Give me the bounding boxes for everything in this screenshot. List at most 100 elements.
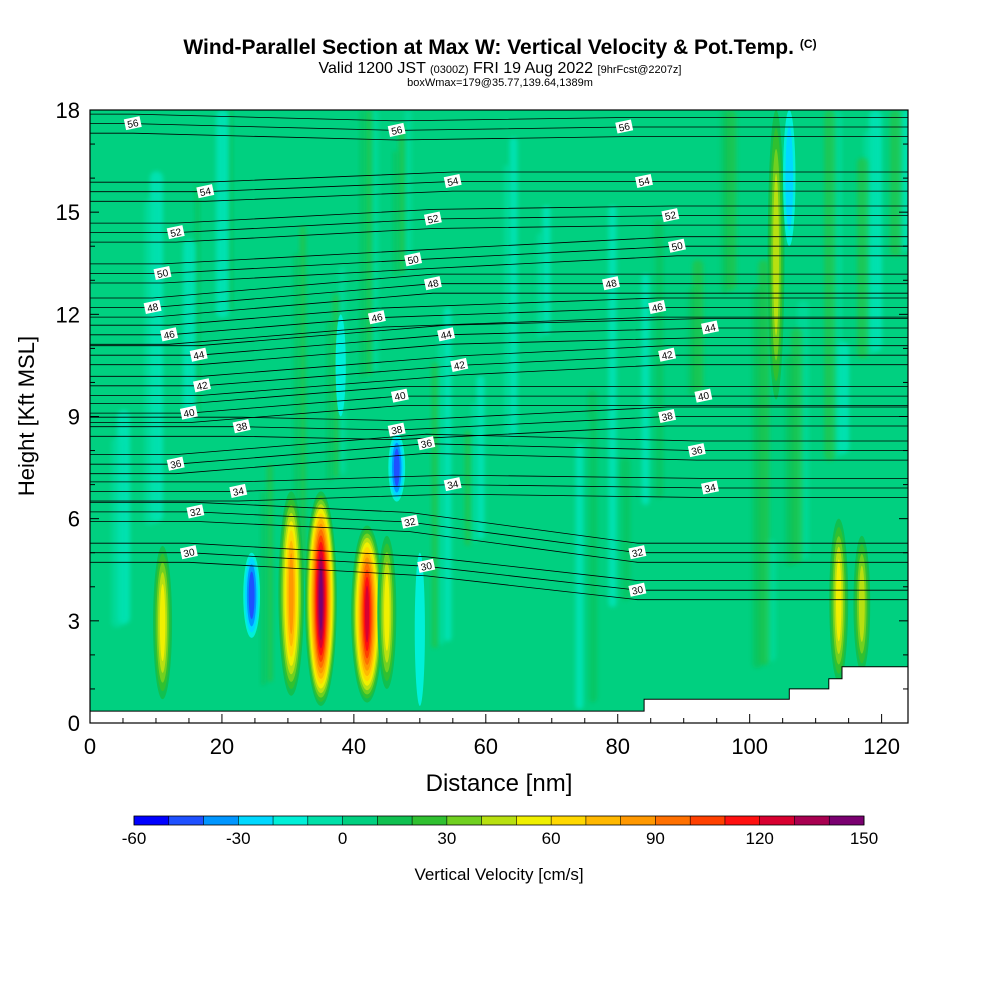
- downdraft-cell: [785, 125, 794, 231]
- pot-temp-label-text: 30: [631, 585, 645, 598]
- colorbar-swatch: [516, 816, 552, 825]
- colorbar-tick-label: -60: [122, 829, 147, 848]
- isentrope-line: [90, 561, 908, 601]
- pot-temp-label-box: [387, 422, 406, 437]
- colorbar-tick-label: 30: [437, 829, 456, 848]
- isentrope-line: [90, 521, 908, 563]
- pot-temp-label: 34: [443, 477, 462, 492]
- box-info: boxWmax=179@35.77,139.64,1389m: [407, 77, 593, 89]
- x-tick-label: 40: [342, 734, 366, 759]
- downdraft-cell: [414, 552, 425, 706]
- pot-temp-label-box: [367, 310, 386, 325]
- velocity-cells: [153, 110, 871, 706]
- pot-temp-label-box: [668, 238, 686, 253]
- velocity-streak: [266, 464, 273, 683]
- pot-temp-label: 30: [628, 582, 647, 598]
- pot-temp-label-box: [661, 208, 680, 223]
- isentrope-line: [90, 501, 908, 544]
- pot-temp-label-text: 46: [651, 302, 665, 315]
- downdraft-cell: [393, 448, 400, 487]
- pot-temp-label-text: 30: [420, 561, 434, 574]
- colorbar-swatch: [377, 816, 413, 825]
- isentrope-line: [90, 316, 908, 345]
- y-tick-label: 18: [56, 98, 80, 123]
- velocity-streak: [144, 198, 157, 526]
- velocity-streak: [503, 164, 511, 441]
- chart-subtitle: Valid 1200 JST (0300Z) FRI 19 Aug 2022 […: [0, 60, 1000, 78]
- pot-temp-label: 44: [701, 320, 719, 336]
- pot-temp-label: 34: [701, 480, 719, 496]
- pot-temp-label: 32: [186, 504, 205, 519]
- pot-temp-label-text: 44: [192, 350, 206, 363]
- y-tick-label: 15: [56, 200, 80, 225]
- velocity-streak: [371, 110, 379, 373]
- pot-temp-label-box: [123, 116, 142, 131]
- updraft-cell: [836, 559, 842, 642]
- pot-temp-label-box: [423, 211, 442, 226]
- pot-temp-label-box: [658, 408, 677, 424]
- colorbar-swatch: [134, 816, 170, 825]
- pot-temp-label: 44: [189, 347, 208, 363]
- isentrope-line: [90, 405, 908, 423]
- pot-temp-label: 54: [196, 184, 215, 199]
- pot-temp-label-text: 54: [199, 186, 213, 199]
- colorbar-swatch: [412, 816, 448, 825]
- pot-temp-label: 52: [423, 211, 442, 227]
- pot-temp-label-text: 42: [661, 350, 675, 363]
- pot-temp-label: 56: [615, 119, 634, 135]
- colorbar-swatch: [481, 816, 517, 825]
- colorbar-tick-label: 120: [746, 829, 774, 848]
- pot-temp-label: 48: [423, 276, 442, 291]
- colorbar-swatch: [829, 816, 865, 825]
- pot-temp-label-text: 52: [169, 227, 183, 240]
- velocity-streak: [215, 110, 229, 318]
- x-tick-label: 100: [731, 734, 768, 759]
- colorbar-tick-label: 90: [646, 829, 665, 848]
- pot-temp-label-text: 34: [704, 482, 718, 495]
- pot-temp-label: 54: [443, 173, 462, 189]
- colorbar-swatch: [551, 816, 587, 825]
- x-axis-label: Distance [nm]: [426, 770, 573, 797]
- colorbar-swatch: [273, 816, 309, 825]
- pot-temp-label-text: 52: [427, 213, 441, 226]
- pot-temp-label: 36: [687, 443, 706, 458]
- velocity-streak: [365, 110, 372, 376]
- pot-temp-label: 34: [229, 483, 248, 499]
- pot-temp-label: 50: [153, 265, 172, 281]
- pot-temp-label: 54: [635, 173, 653, 189]
- velocity-streak: [326, 321, 332, 482]
- y-tick-label: 0: [68, 711, 80, 736]
- pot-temp-label-text: 56: [127, 118, 141, 131]
- colorbar-label: Vertical Velocity [cm/s]: [414, 865, 583, 884]
- velocity-streak: [227, 110, 233, 311]
- velocity-streak: [890, 110, 902, 257]
- pot-temp-label: 38: [658, 408, 677, 424]
- pot-temp-label: 50: [668, 238, 686, 254]
- y-tick-label: 9: [68, 405, 80, 430]
- colorbar-swatch: [307, 816, 343, 825]
- velocity-streak: [392, 150, 398, 277]
- isentrope-line: [90, 452, 908, 475]
- colorbar-swatch: [342, 816, 378, 825]
- isentrope-line: [90, 132, 908, 141]
- pot-temp-label-text: 38: [390, 424, 404, 437]
- pot-temp-label-text: 32: [404, 516, 418, 529]
- pot-temp-label-text: 44: [704, 322, 718, 335]
- updraft-cell: [858, 565, 865, 642]
- x-tick-label: 0: [84, 734, 96, 759]
- pot-temp-label-box: [390, 388, 409, 403]
- velocity-streak: [404, 110, 412, 271]
- y-tick-label: 12: [56, 302, 80, 327]
- colorbar-swatch: [724, 816, 761, 825]
- pot-temp-label-box: [628, 545, 647, 560]
- pot-temp-label: 52: [166, 225, 185, 240]
- pot-temp-label: 38: [387, 422, 406, 438]
- colorbar-swatch: [238, 816, 274, 825]
- updraft-cell: [159, 584, 166, 662]
- velocity-streak: [260, 491, 266, 686]
- x-axis: 0 20 40 60 80 100 120: [84, 714, 900, 759]
- pot-temp-label-text: 36: [691, 445, 705, 458]
- pot-temp-label-box: [229, 483, 248, 498]
- pot-temp-label-text: 46: [163, 329, 177, 342]
- isentrope-line: [90, 292, 908, 318]
